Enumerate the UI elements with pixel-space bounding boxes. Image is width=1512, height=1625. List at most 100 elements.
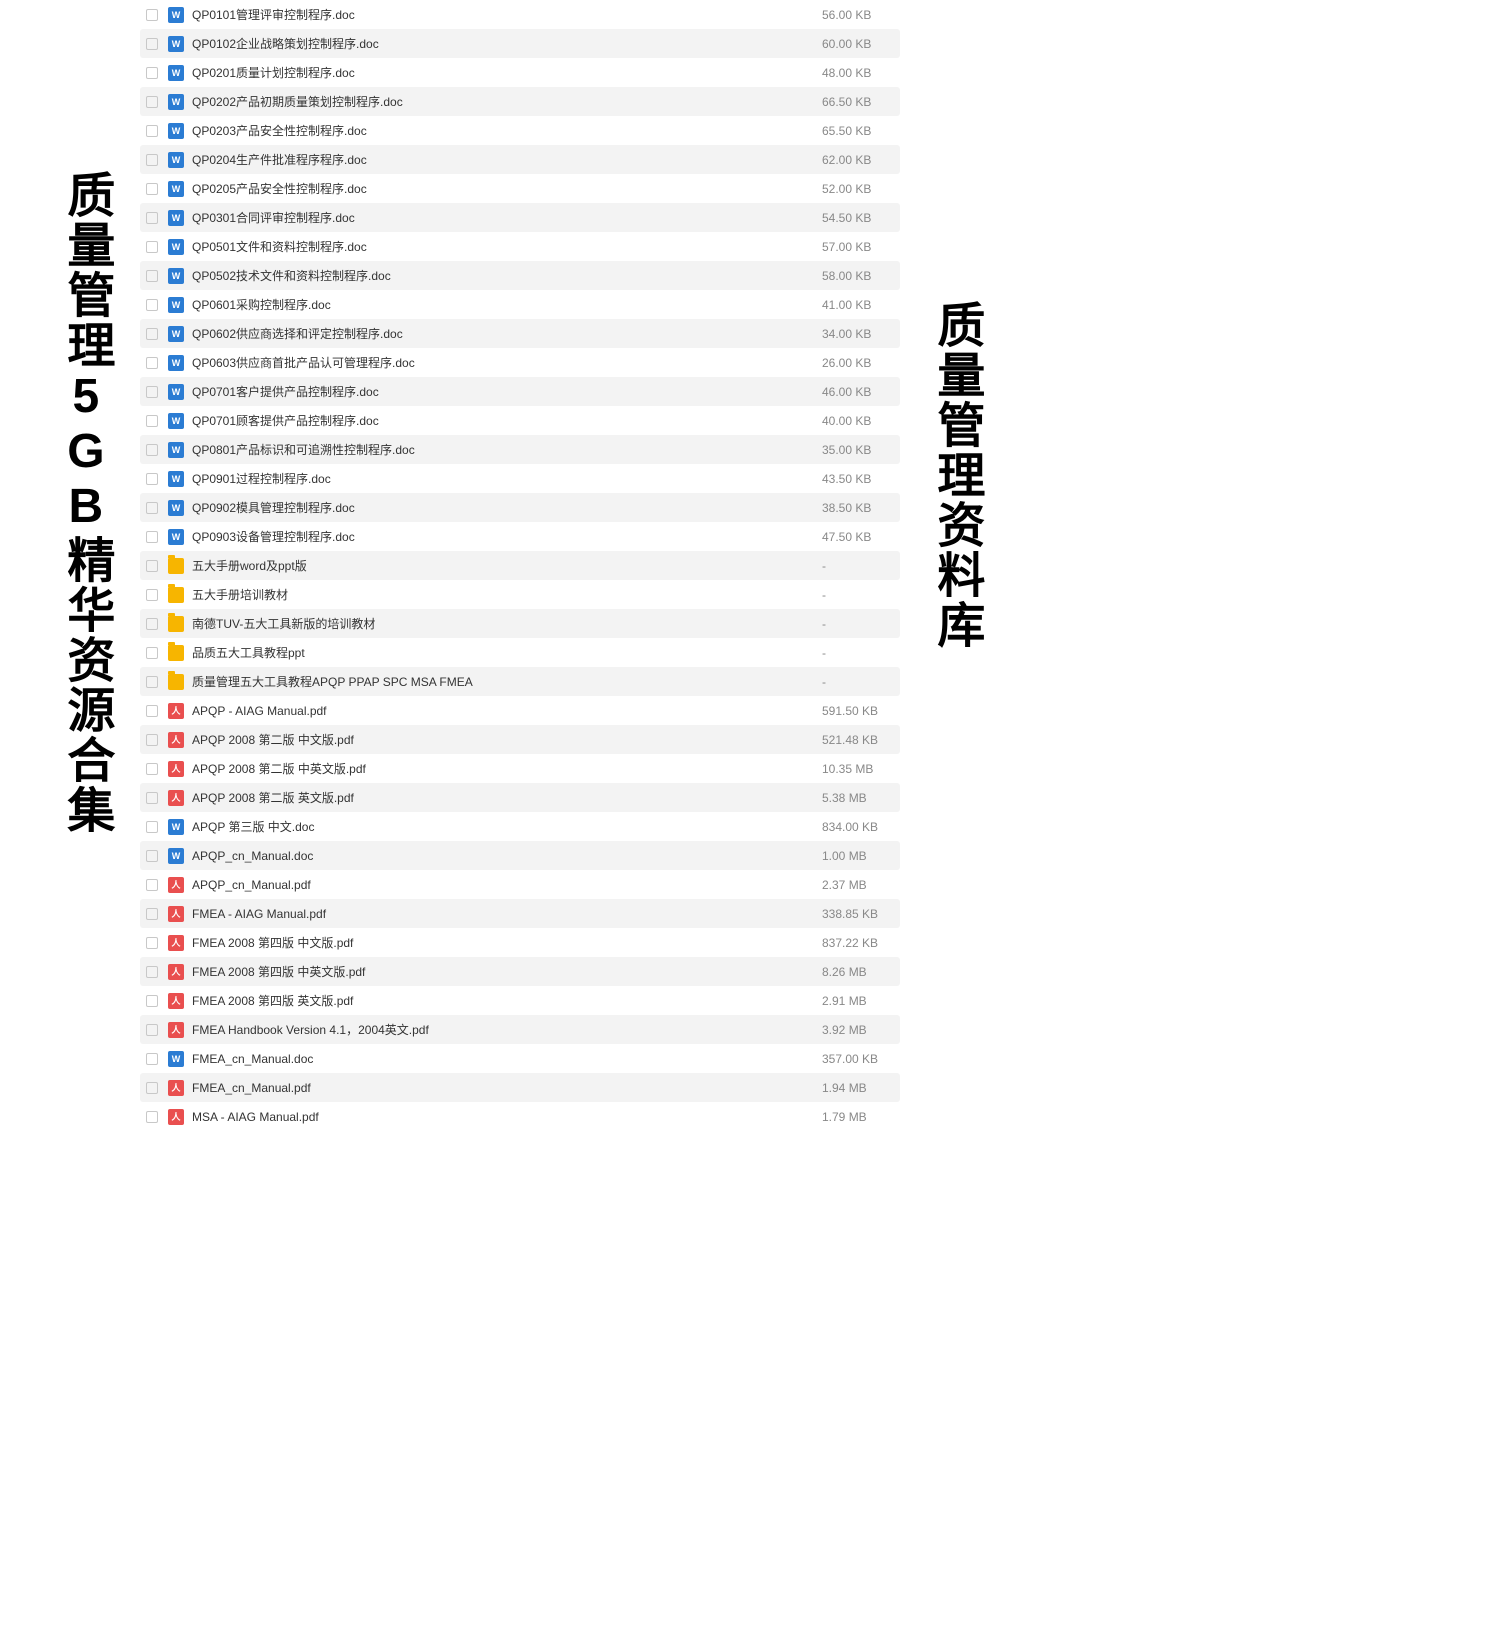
file-name[interactable]: 五大手册培训教材 bbox=[192, 586, 822, 603]
table-row[interactable]: WAPQP 第三版 中文.doc834.00 KB bbox=[140, 812, 900, 841]
file-name[interactable]: 五大手册word及ppt版 bbox=[192, 557, 822, 574]
row-checkbox[interactable] bbox=[146, 531, 158, 543]
row-checkbox[interactable] bbox=[146, 1082, 158, 1094]
file-name[interactable]: APQP_cn_Manual.pdf bbox=[192, 878, 822, 892]
table-row[interactable]: WQP0102企业战略策划控制程序.doc60.00 KB bbox=[140, 29, 900, 58]
file-name[interactable]: QP0502技术文件和资料控制程序.doc bbox=[192, 267, 822, 284]
file-name[interactable]: FMEA 2008 第四版 中英文版.pdf bbox=[192, 963, 822, 980]
table-row[interactable]: 人FMEA Handbook Version 4.1，2004英文.pdf3.9… bbox=[140, 1015, 900, 1044]
file-name[interactable]: QP0501文件和资料控制程序.doc bbox=[192, 238, 822, 255]
file-name[interactable]: MSA - AIAG Manual.pdf bbox=[192, 1110, 822, 1124]
row-checkbox[interactable] bbox=[146, 386, 158, 398]
row-checkbox[interactable] bbox=[146, 995, 158, 1007]
file-name[interactable]: QP0903设备管理控制程序.doc bbox=[192, 528, 822, 545]
file-name[interactable]: QP0603供应商首批产品认可管理程序.doc bbox=[192, 354, 822, 371]
file-name[interactable]: QP0901过程控制程序.doc bbox=[192, 470, 822, 487]
row-checkbox[interactable] bbox=[146, 125, 158, 137]
table-row[interactable]: WQP0603供应商首批产品认可管理程序.doc26.00 KB bbox=[140, 348, 900, 377]
file-name[interactable]: APQP 2008 第二版 中英文版.pdf bbox=[192, 760, 822, 777]
row-checkbox[interactable] bbox=[146, 821, 158, 833]
file-name[interactable]: QP0701顾客提供产品控制程序.doc bbox=[192, 412, 822, 429]
row-checkbox[interactable] bbox=[146, 473, 158, 485]
table-row[interactable]: 人FMEA - AIAG Manual.pdf338.85 KB bbox=[140, 899, 900, 928]
table-row[interactable]: WQP0902模具管理控制程序.doc38.50 KB bbox=[140, 493, 900, 522]
table-row[interactable]: WQP0205产品安全性控制程序.doc52.00 KB bbox=[140, 174, 900, 203]
file-name[interactable]: QP0701客户提供产品控制程序.doc bbox=[192, 383, 822, 400]
file-name[interactable]: QP0101管理评审控制程序.doc bbox=[192, 6, 822, 23]
row-checkbox[interactable] bbox=[146, 328, 158, 340]
table-row[interactable]: 人APQP - AIAG Manual.pdf591.50 KB bbox=[140, 696, 900, 725]
row-checkbox[interactable] bbox=[146, 879, 158, 891]
table-row[interactable]: WQP0701客户提供产品控制程序.doc46.00 KB bbox=[140, 377, 900, 406]
row-checkbox[interactable] bbox=[146, 1024, 158, 1036]
table-row[interactable]: 质量管理五大工具教程APQP PPAP SPC MSA FMEA- bbox=[140, 667, 900, 696]
row-checkbox[interactable] bbox=[146, 241, 158, 253]
file-name[interactable]: APQP 2008 第二版 中文版.pdf bbox=[192, 731, 822, 748]
row-checkbox[interactable] bbox=[146, 270, 158, 282]
table-row[interactable]: WQP0601采购控制程序.doc41.00 KB bbox=[140, 290, 900, 319]
row-checkbox[interactable] bbox=[146, 96, 158, 108]
row-checkbox[interactable] bbox=[146, 299, 158, 311]
row-checkbox[interactable] bbox=[146, 618, 158, 630]
table-row[interactable]: WQP0204生产件批准程序程序.doc62.00 KB bbox=[140, 145, 900, 174]
row-checkbox[interactable] bbox=[146, 792, 158, 804]
file-name[interactable]: QP0801产品标识和可追溯性控制程序.doc bbox=[192, 441, 822, 458]
table-row[interactable]: 人MSA - AIAG Manual.pdf1.79 MB bbox=[140, 1102, 900, 1131]
row-checkbox[interactable] bbox=[146, 1053, 158, 1065]
file-name[interactable]: FMEA 2008 第四版 中文版.pdf bbox=[192, 934, 822, 951]
table-row[interactable]: WQP0202产品初期质量策划控制程序.doc66.50 KB bbox=[140, 87, 900, 116]
row-checkbox[interactable] bbox=[146, 502, 158, 514]
row-checkbox[interactable] bbox=[146, 1111, 158, 1123]
table-row[interactable]: 五大手册word及ppt版- bbox=[140, 551, 900, 580]
file-name[interactable]: APQP_cn_Manual.doc bbox=[192, 849, 822, 863]
row-checkbox[interactable] bbox=[146, 734, 158, 746]
table-row[interactable]: WQP0203产品安全性控制程序.doc65.50 KB bbox=[140, 116, 900, 145]
file-name[interactable]: QP0601采购控制程序.doc bbox=[192, 296, 822, 313]
table-row[interactable]: 人APQP 2008 第二版 中文版.pdf521.48 KB bbox=[140, 725, 900, 754]
row-checkbox[interactable] bbox=[146, 647, 158, 659]
table-row[interactable]: WQP0801产品标识和可追溯性控制程序.doc35.00 KB bbox=[140, 435, 900, 464]
table-row[interactable]: WQP0501文件和资料控制程序.doc57.00 KB bbox=[140, 232, 900, 261]
file-name[interactable]: 质量管理五大工具教程APQP PPAP SPC MSA FMEA bbox=[192, 673, 822, 690]
row-checkbox[interactable] bbox=[146, 705, 158, 717]
row-checkbox[interactable] bbox=[146, 676, 158, 688]
row-checkbox[interactable] bbox=[146, 154, 158, 166]
row-checkbox[interactable] bbox=[146, 212, 158, 224]
row-checkbox[interactable] bbox=[146, 67, 158, 79]
file-name[interactable]: QP0204生产件批准程序程序.doc bbox=[192, 151, 822, 168]
row-checkbox[interactable] bbox=[146, 589, 158, 601]
file-name[interactable]: FMEA 2008 第四版 英文版.pdf bbox=[192, 992, 822, 1009]
file-name[interactable]: APQP 第三版 中文.doc bbox=[192, 818, 822, 835]
file-name[interactable]: APQP 2008 第二版 英文版.pdf bbox=[192, 789, 822, 806]
table-row[interactable]: 五大手册培训教材- bbox=[140, 580, 900, 609]
table-row[interactable]: 人APQP 2008 第二版 英文版.pdf5.38 MB bbox=[140, 783, 900, 812]
file-name[interactable]: FMEA_cn_Manual.doc bbox=[192, 1052, 822, 1066]
table-row[interactable]: 南德TUV-五大工具新版的培训教材- bbox=[140, 609, 900, 638]
row-checkbox[interactable] bbox=[146, 908, 158, 920]
row-checkbox[interactable] bbox=[146, 183, 158, 195]
table-row[interactable]: 人APQP_cn_Manual.pdf2.37 MB bbox=[140, 870, 900, 899]
row-checkbox[interactable] bbox=[146, 966, 158, 978]
table-row[interactable]: 人APQP 2008 第二版 中英文版.pdf10.35 MB bbox=[140, 754, 900, 783]
file-name[interactable]: FMEA Handbook Version 4.1，2004英文.pdf bbox=[192, 1021, 822, 1038]
row-checkbox[interactable] bbox=[146, 850, 158, 862]
table-row[interactable]: WQP0701顾客提供产品控制程序.doc40.00 KB bbox=[140, 406, 900, 435]
file-name[interactable]: QP0602供应商选择和评定控制程序.doc bbox=[192, 325, 822, 342]
row-checkbox[interactable] bbox=[146, 763, 158, 775]
file-name[interactable]: APQP - AIAG Manual.pdf bbox=[192, 704, 822, 718]
table-row[interactable]: WQP0502技术文件和资料控制程序.doc58.00 KB bbox=[140, 261, 900, 290]
file-name[interactable]: QP0902模具管理控制程序.doc bbox=[192, 499, 822, 516]
file-name[interactable]: QP0201质量计划控制程序.doc bbox=[192, 64, 822, 81]
file-name[interactable]: QP0205产品安全性控制程序.doc bbox=[192, 180, 822, 197]
row-checkbox[interactable] bbox=[146, 415, 158, 427]
row-checkbox[interactable] bbox=[146, 9, 158, 21]
file-name[interactable]: QP0102企业战略策划控制程序.doc bbox=[192, 35, 822, 52]
table-row[interactable]: WQP0201质量计划控制程序.doc48.00 KB bbox=[140, 58, 900, 87]
table-row[interactable]: 人FMEA 2008 第四版 中文版.pdf837.22 KB bbox=[140, 928, 900, 957]
file-name[interactable]: 品质五大工具教程ppt bbox=[192, 644, 822, 661]
table-row[interactable]: 品质五大工具教程ppt- bbox=[140, 638, 900, 667]
file-name[interactable]: FMEA_cn_Manual.pdf bbox=[192, 1081, 822, 1095]
table-row[interactable]: WAPQP_cn_Manual.doc1.00 MB bbox=[140, 841, 900, 870]
table-row[interactable]: WQP0301合同评审控制程序.doc54.50 KB bbox=[140, 203, 900, 232]
table-row[interactable]: WQP0903设备管理控制程序.doc47.50 KB bbox=[140, 522, 900, 551]
